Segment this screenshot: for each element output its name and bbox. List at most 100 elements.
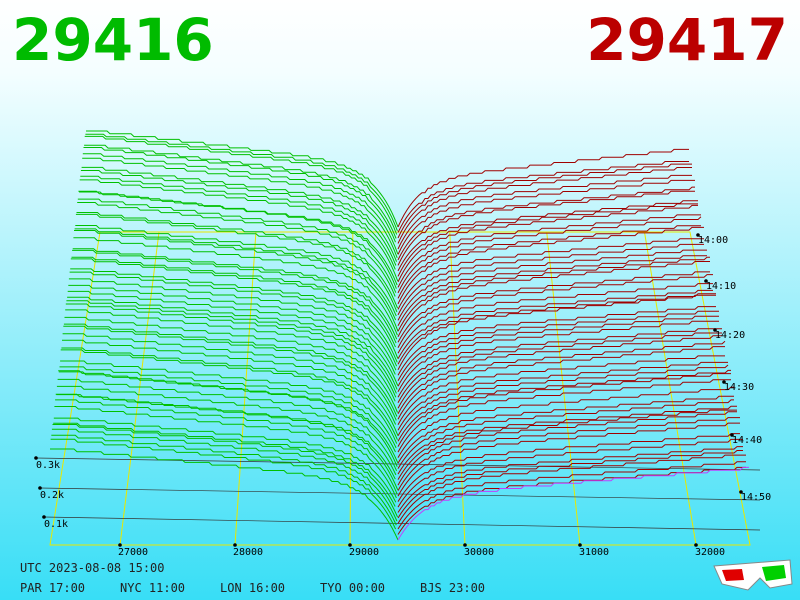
bid-depth-line [77, 198, 397, 293]
bid-depth-line [74, 230, 399, 332]
ask-depth-line [397, 315, 719, 387]
volume-label: 0.3k [36, 460, 60, 471]
ask-depth-line [397, 335, 722, 409]
ask-depth-line [397, 214, 701, 288]
bid-depth-line [82, 157, 398, 258]
ask-depth-line [397, 226, 704, 305]
ask-depth-line [397, 306, 716, 376]
price-label: 29000 [349, 547, 379, 558]
time-label: 14:20 [715, 330, 745, 341]
clock: TYO 00:00 [320, 581, 385, 595]
ask-depth-line [397, 289, 713, 360]
bid-depth-line [69, 271, 398, 367]
bid-depth-line [61, 347, 398, 440]
bid-depth-line [84, 135, 398, 235]
ask-depth-line [397, 179, 695, 255]
ask-depth-line [397, 310, 719, 382]
bid-depth-line [70, 258, 399, 359]
ask-depth-line [397, 399, 734, 469]
price-label: 32000 [695, 547, 725, 558]
time-label: 14:10 [706, 281, 736, 292]
clock: BJS 23:00 [420, 581, 485, 595]
time-tick [739, 490, 743, 494]
bid-depth-line [63, 323, 398, 417]
ask-depth-line [397, 395, 734, 464]
volume-label: 0.1k [44, 519, 68, 530]
volume-tick [42, 515, 46, 519]
ask-depth-line [397, 417, 740, 491]
volume-line [39, 487, 761, 501]
price-label: 31000 [579, 547, 609, 558]
ask-depth-line [397, 163, 692, 239]
price-label: 28000 [233, 547, 263, 558]
ask-depth-line [397, 261, 710, 338]
bid-depth-line [79, 179, 399, 282]
price-tick [233, 543, 237, 547]
ask-depth-line [397, 256, 710, 332]
bid-depth-line [54, 406, 397, 499]
bid-depth-line [53, 422, 396, 507]
ask-depth-line [397, 186, 695, 261]
time-label: 14:50 [741, 492, 771, 503]
bid-depth-line [53, 417, 397, 503]
time-label: 14:40 [732, 435, 762, 446]
ask-depth-line [397, 422, 740, 497]
price-tick [348, 543, 352, 547]
time-tick [696, 233, 700, 237]
ask-depth-line [397, 346, 725, 420]
bid-depth-line [50, 448, 399, 541]
ask-depth-line [397, 243, 704, 316]
bid-depth-line [50, 438, 397, 530]
floor-grid-line [643, 231, 697, 546]
bid-depth-line [60, 349, 398, 444]
bid-depth-line [80, 175, 396, 270]
ask-depth-line [397, 255, 707, 327]
floor-grid-line [449, 231, 466, 546]
bid-depth-line [55, 399, 398, 495]
price-tick [694, 543, 698, 547]
time-label: 14:30 [724, 382, 754, 393]
bid-depth-line [55, 393, 399, 491]
ask-depth-line [397, 361, 728, 431]
ask-depth-line [397, 409, 737, 480]
bid-depth-line [59, 366, 396, 453]
bid-depth-line [63, 325, 397, 421]
bid-depth-line [77, 202, 396, 297]
ask-depth-line [397, 379, 731, 453]
ask-depth-line [397, 148, 689, 228]
bid-depth-line [62, 339, 399, 436]
ask-depth-line [397, 461, 746, 530]
price-tick [463, 543, 467, 547]
bid-depth-line [51, 428, 398, 522]
bid-depth-line [71, 256, 396, 348]
clock: PAR 17:00 [20, 581, 85, 595]
ask-depth-line [397, 320, 719, 392]
bid-depth-line [58, 370, 398, 467]
time-tick [722, 380, 726, 384]
clock: LON 16:00 [220, 581, 285, 595]
ask-depth-line [397, 450, 743, 519]
ask-depth-line [397, 446, 743, 513]
ask-depth-line [397, 200, 698, 272]
labels: 27000 28000 29000 30000 31000 32000 14:00 14:10… [34, 233, 771, 558]
price-label: 27000 [118, 547, 148, 558]
ask-depth-line [397, 373, 731, 447]
volume-tick [38, 486, 42, 490]
time-label: 14:00 [698, 235, 728, 246]
bid-depth-line [56, 394, 396, 480]
bid-depth-line [65, 303, 397, 398]
price-tick [578, 543, 582, 547]
volume-label: 0.2k [40, 490, 64, 501]
bid-depth-line [73, 237, 398, 336]
bid-depth-line [56, 385, 397, 476]
ask-depth-line [397, 328, 722, 398]
ask-depth-line [397, 438, 743, 508]
ask-depth-line [397, 411, 737, 486]
ask-depth-line [397, 161, 689, 233]
bid-depth-line [72, 248, 398, 340]
bid-depth-line [81, 166, 398, 262]
bid-depth-line [52, 424, 398, 518]
bid-depth-line [66, 300, 397, 394]
floor-grid-line [119, 231, 160, 546]
bid-depth-line [83, 147, 396, 243]
